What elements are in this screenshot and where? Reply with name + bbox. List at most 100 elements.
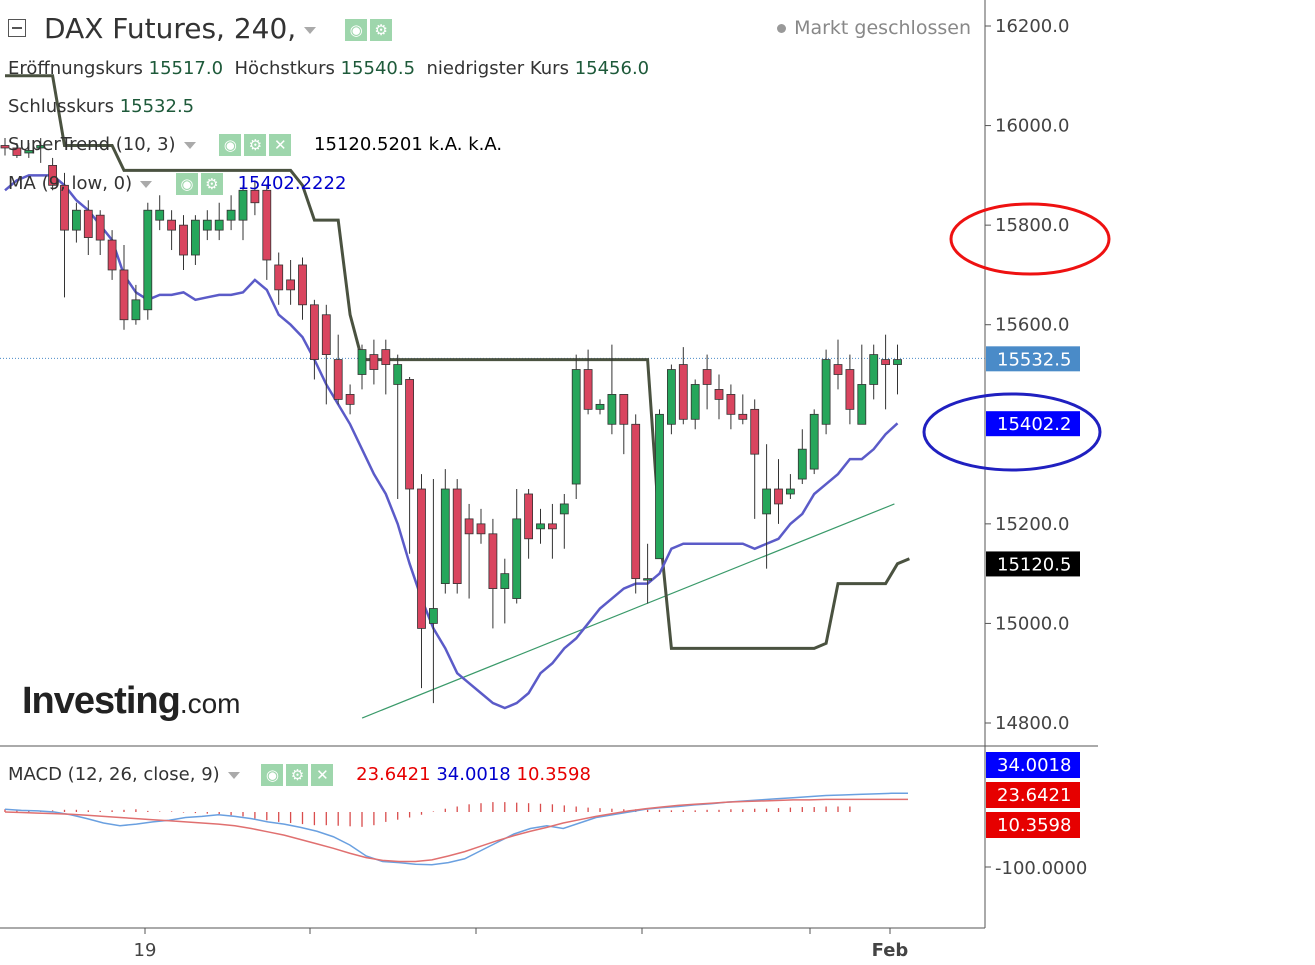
candle-body [321, 314, 331, 355]
candle-body [131, 299, 141, 321]
y-tick-label: 16200.0 [995, 16, 1069, 37]
gear-icon[interactable]: ⚙ [200, 173, 223, 195]
candle-body [179, 224, 188, 256]
macd-value-label: 34.0018 [997, 755, 1071, 776]
macd-tick-label: -100.0000 [995, 858, 1087, 879]
macd-value-box [986, 812, 1080, 838]
candle-body [488, 533, 498, 589]
supertrend-legend[interactable]: SuperTrend (10, 3) ◉ ⚙ ✕ 15120.5201 k.A. k… [8, 134, 503, 156]
price-label: 15402.2 [997, 414, 1071, 435]
candle-body [809, 413, 819, 470]
candle-body [881, 359, 890, 365]
candle-body [512, 518, 522, 599]
gear-icon[interactable]: ⚙ [244, 134, 267, 156]
candle-body [893, 359, 902, 365]
candle-body [440, 488, 450, 584]
candle-body [690, 384, 700, 420]
chevron-down-icon[interactable] [227, 771, 240, 779]
candle-body [167, 219, 177, 231]
candle-body [36, 145, 46, 149]
close-icon[interactable]: ✕ [269, 134, 292, 156]
candle-body [845, 369, 855, 410]
eye-icon[interactable]: ◉ [219, 134, 242, 156]
market-status: Markt geschlossen [777, 17, 971, 39]
candle-body [536, 523, 545, 530]
price-label-box [986, 551, 1080, 577]
candle-body [548, 523, 557, 530]
investing-logo: Investing.com [22, 680, 241, 722]
candle-body [750, 408, 760, 455]
candle-body [607, 394, 617, 425]
candle-body [678, 364, 688, 420]
candle-body [726, 394, 736, 415]
macd-legend[interactable]: MACD (12, 26, close, 9) ◉ ⚙ ✕ 23.6421 34.0… [8, 764, 591, 786]
y-tick-label: 14800.0 [995, 713, 1069, 734]
candle-body [226, 209, 236, 221]
y-tick-label: 16000.0 [995, 116, 1069, 137]
price-label-box [986, 411, 1080, 437]
eye-icon[interactable]: ◉ [261, 764, 284, 786]
candle-body [595, 403, 605, 410]
candle-body [738, 413, 748, 420]
chevron-down-icon[interactable] [183, 141, 196, 149]
gear-icon[interactable]: ⚙ [370, 19, 393, 41]
candle-body [702, 369, 712, 385]
price-label-box [986, 346, 1080, 372]
candle-body [500, 573, 510, 589]
highlight-ellipse-red [949, 202, 1111, 276]
ma-legend[interactable]: MA (9, low, 0) ◉ ⚙ 15402.2222 [8, 173, 347, 195]
macd-value-label: 23.6421 [997, 785, 1071, 806]
candle-body [72, 209, 81, 231]
y-tick-label: 15000.0 [995, 613, 1069, 634]
macd-value-box [986, 752, 1080, 778]
chevron-down-icon[interactable] [304, 26, 317, 34]
candle-body [667, 369, 676, 425]
candle-body [345, 394, 355, 405]
candle-body [250, 189, 260, 204]
candle-body [476, 523, 486, 535]
candle-body [452, 488, 462, 584]
candle-body [60, 184, 69, 231]
candle-body [214, 219, 224, 231]
candle-body [786, 488, 795, 495]
candle-body [24, 150, 34, 154]
candle-body [417, 488, 426, 629]
eye-icon[interactable]: ◉ [345, 19, 368, 41]
candle-body [143, 209, 153, 311]
candle-body [643, 578, 652, 581]
highlight-ellipse-blue [922, 392, 1102, 472]
candle-body [119, 269, 129, 321]
candle-body [286, 279, 296, 291]
trendline[interactable] [361, 503, 895, 719]
candle-body [369, 354, 379, 370]
candle-body [559, 503, 569, 515]
candle-body [95, 214, 105, 241]
eye-icon[interactable]: ◉ [175, 173, 198, 195]
candle-body [869, 354, 879, 385]
y-tick-label: 15800.0 [995, 215, 1069, 236]
candle-body [583, 369, 593, 410]
candle-body [48, 164, 57, 186]
candle-body [190, 219, 200, 256]
candle-body [655, 413, 664, 560]
collapse-icon[interactable] [8, 19, 26, 37]
candle-body [83, 209, 93, 238]
candle-body [774, 488, 783, 505]
chart-title: DAX Futures, 240, ◉ ⚙ [44, 12, 395, 45]
candle-body [393, 364, 403, 385]
candle-body [714, 389, 724, 400]
chevron-down-icon[interactable] [140, 180, 153, 188]
close-icon[interactable]: ✕ [311, 764, 334, 786]
candle-body [274, 264, 284, 291]
gear-icon[interactable]: ⚙ [286, 764, 309, 786]
candle-body [833, 364, 843, 375]
y-tick-label: 15600.0 [995, 315, 1069, 336]
close-row: Schlusskurs 15532.5 [8, 96, 195, 117]
candle-body [107, 239, 117, 271]
candle-body [155, 209, 165, 221]
macd-value-box [986, 782, 1080, 808]
candle-body [821, 359, 831, 425]
x-tick-label: Feb [872, 940, 909, 961]
ohlc-row: Eröffnungskurs 15517.0 Höchstkurs 15540.… [8, 58, 650, 79]
